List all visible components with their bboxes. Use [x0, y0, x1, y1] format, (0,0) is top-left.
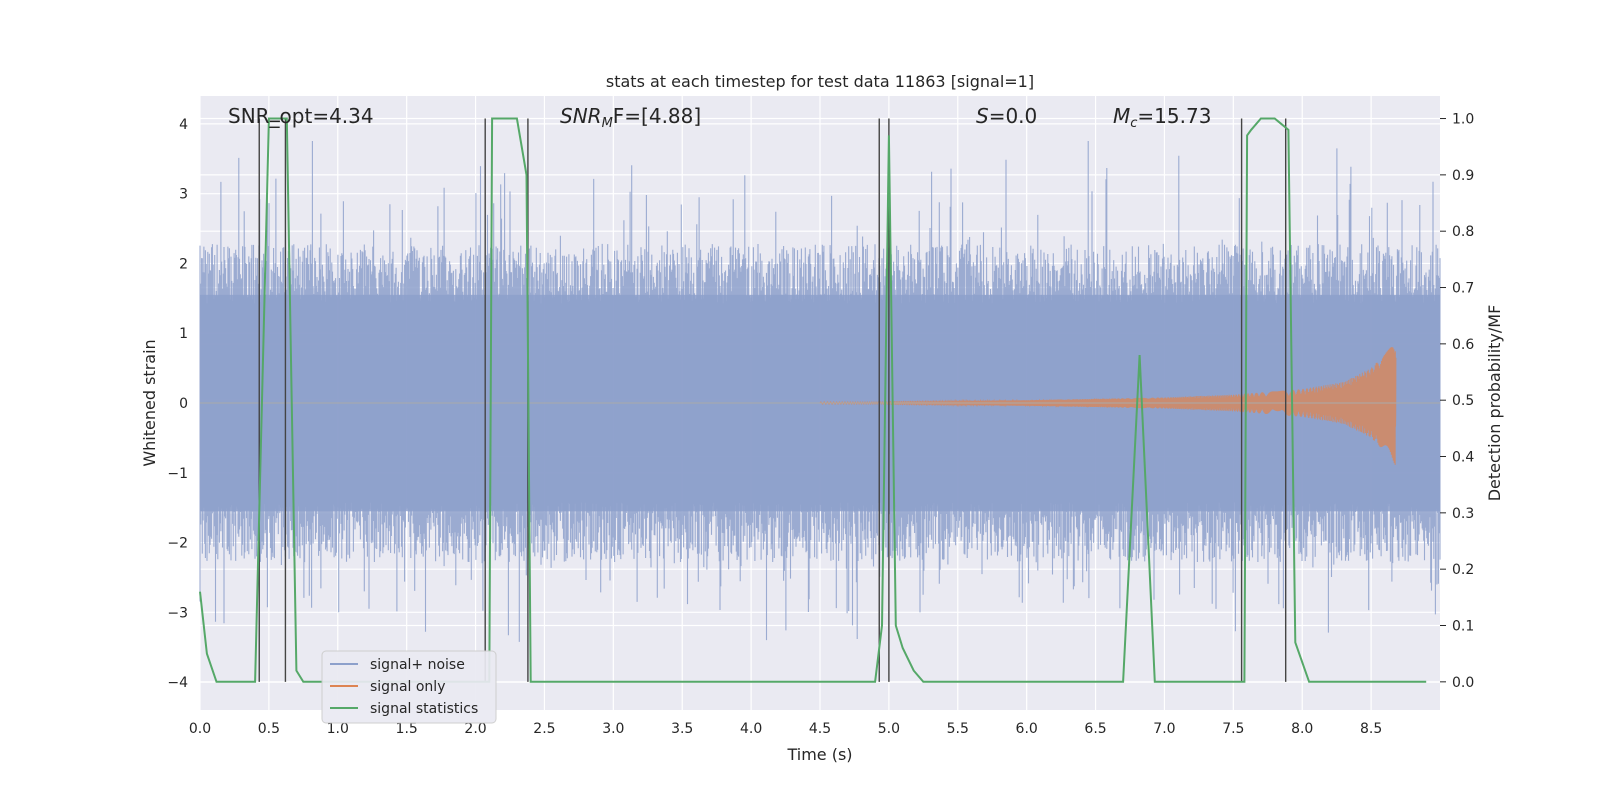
chart-title: stats at each timestep for test data 118…: [606, 72, 1034, 91]
y-right-tick-label: 0.6: [1452, 337, 1474, 353]
annotation-s: S=0.0: [976, 104, 1037, 128]
legend: signal+ noise signal only signal statist…: [321, 650, 497, 724]
x-tick-label: 2.0: [464, 721, 486, 737]
y-right-tick-label: 1.0: [1452, 112, 1474, 128]
y-axis-right-label: Detection probability/MF: [1485, 305, 1504, 502]
x-tick-label: 4.0: [740, 721, 762, 737]
x-tick-label: 1.5: [396, 721, 418, 737]
y-right-tick-label: 0.3: [1452, 506, 1474, 522]
y-right-tick-label: 0.4: [1452, 450, 1474, 466]
x-tick-label: 6.0: [1016, 721, 1038, 737]
x-tick-label: 0.0: [189, 721, 211, 737]
x-tick-label: 2.5: [533, 721, 555, 737]
x-tick-label: 5.5: [947, 721, 969, 737]
y-tick-label: −3: [167, 605, 188, 621]
y-tick-label: 1: [179, 326, 188, 342]
x-tick-label: 3.5: [671, 721, 693, 737]
x-tick-label: 8.5: [1360, 721, 1382, 737]
x-tick-label: 1.0: [327, 721, 349, 737]
y-right-tick-label: 0.1: [1452, 619, 1474, 635]
y-tick-label: −2: [167, 536, 188, 552]
x-tick-label: 6.5: [1084, 721, 1106, 737]
y-right-tick-label: 0.9: [1452, 168, 1474, 184]
x-tick-label: 0.5: [258, 721, 280, 737]
x-tick-label: 3.0: [602, 721, 624, 737]
legend-label-signal-noise: signal+ noise: [370, 657, 465, 673]
y-axis-left: −4 −3 −2 −1 0 1 2 3 4: [167, 117, 188, 691]
y-tick-label: −4: [167, 675, 188, 691]
x-axis: 0.0 0.5 1.0 1.5 2.0 2.5 3.0 3.5 4.0 4.5 5.0 5.5 6.0 6…: [189, 721, 1382, 737]
legend-label-signal-only: signal only: [370, 679, 445, 695]
y-tick-label: 2: [179, 256, 188, 272]
statistics-line: [199, 117, 1427, 683]
y-axis-right: 0.0 0.1 0.2 0.3 0.4 0.5 0.6 0.7 0.8 0.9 1.0: [1440, 112, 1474, 691]
annotation-snr-opt: SNR_opt=4.34: [228, 104, 374, 128]
chirp-trace: [819, 347, 1397, 465]
y-right-tick-label: 0.5: [1452, 393, 1474, 409]
series-signal-statistics: [199, 117, 1427, 683]
annotation-snr-mf: SNRMF=[4.88]: [560, 104, 701, 131]
series-signal-only: [200, 347, 1440, 465]
y-tick-label: 3: [179, 187, 188, 203]
y-tick-label: 4: [179, 117, 188, 133]
x-tick-label: 7.5: [1222, 721, 1244, 737]
x-tick-label: 8.0: [1291, 721, 1313, 737]
legend-box: [321, 650, 497, 724]
x-tick-label: 7.0: [1153, 721, 1175, 737]
x-axis-label: Time (s): [786, 745, 852, 764]
legend-label-signal-statistics: signal statistics: [370, 701, 478, 717]
y-tick-label: 0: [179, 396, 188, 412]
annotation-mc: Mc=15.73: [1113, 104, 1211, 131]
y-axis-label: Whitened strain: [140, 339, 159, 466]
x-tick-label: 4.5: [809, 721, 831, 737]
vertical-markers: [258, 118, 1287, 682]
y-right-tick-label: 0.7: [1452, 281, 1474, 297]
y-right-tick-label: 0.8: [1452, 224, 1474, 240]
y-right-tick-label: 0.0: [1452, 675, 1474, 691]
y-tick-label: −1: [167, 466, 188, 482]
x-tick-label: 5.0: [878, 721, 900, 737]
y-right-tick-label: 0.2: [1452, 562, 1474, 578]
